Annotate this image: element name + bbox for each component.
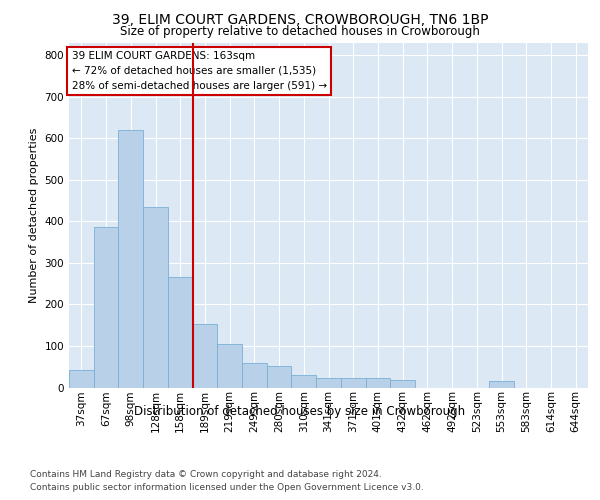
Bar bbox=[217, 344, 242, 388]
Text: Contains public sector information licensed under the Open Government Licence v3: Contains public sector information licen… bbox=[30, 482, 424, 492]
Bar bbox=[390, 380, 415, 388]
Text: 39, ELIM COURT GARDENS, CROWBOROUGH, TN6 1BP: 39, ELIM COURT GARDENS, CROWBOROUGH, TN6… bbox=[112, 12, 488, 26]
Bar bbox=[316, 378, 341, 388]
Bar bbox=[242, 362, 267, 388]
Bar bbox=[193, 324, 217, 388]
Text: Size of property relative to detached houses in Crowborough: Size of property relative to detached ho… bbox=[120, 25, 480, 38]
Bar bbox=[267, 366, 292, 388]
Bar bbox=[94, 228, 118, 388]
Bar bbox=[143, 206, 168, 388]
Text: Contains HM Land Registry data © Crown copyright and database right 2024.: Contains HM Land Registry data © Crown c… bbox=[30, 470, 382, 479]
Bar bbox=[365, 378, 390, 388]
Bar bbox=[292, 375, 316, 388]
Bar bbox=[69, 370, 94, 388]
Y-axis label: Number of detached properties: Number of detached properties bbox=[29, 128, 39, 302]
Text: 39 ELIM COURT GARDENS: 163sqm
← 72% of detached houses are smaller (1,535)
28% o: 39 ELIM COURT GARDENS: 163sqm ← 72% of d… bbox=[71, 51, 327, 90]
Bar bbox=[168, 278, 193, 388]
Bar bbox=[489, 382, 514, 388]
Bar bbox=[118, 130, 143, 388]
Text: Distribution of detached houses by size in Crowborough: Distribution of detached houses by size … bbox=[134, 405, 466, 418]
Bar bbox=[341, 378, 365, 388]
